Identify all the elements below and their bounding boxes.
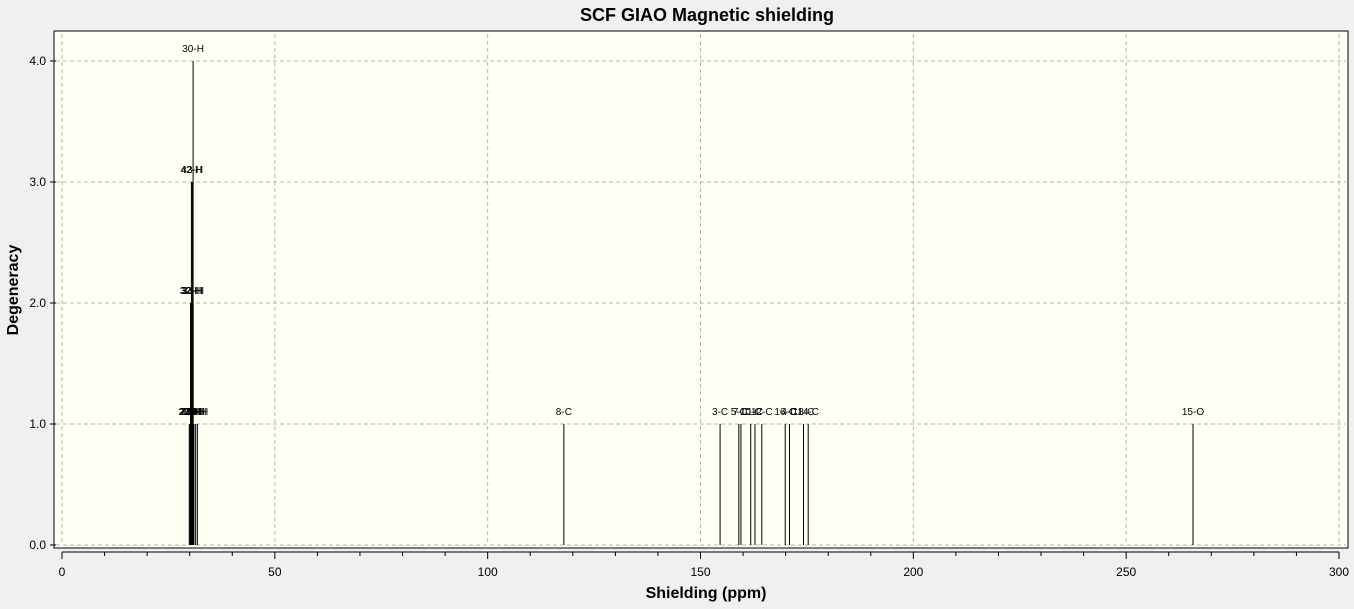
peak-label: 1-C <box>747 407 763 418</box>
peak-label: 15-O <box>1182 407 1204 418</box>
y-axis-title: Degeneracy <box>5 245 22 336</box>
peak-label: 10-C <box>740 407 762 418</box>
axis-layer: 0.0 1.0 2.0 3.0 4.0 0 50 100 150 200 250 300 <box>29 54 1349 579</box>
peak-label: 24-H <box>180 407 202 418</box>
peak-label: 33-H <box>181 286 203 297</box>
y-tick-label: 2.0 <box>29 296 46 310</box>
peak-layer <box>188 61 1194 545</box>
x-tick-label: 0 <box>59 565 66 579</box>
peak-label: 28-H <box>187 407 209 418</box>
peak-label: 32-H <box>180 286 202 297</box>
peak-label: 4-C <box>781 407 797 418</box>
peak-label: 12-C <box>751 407 773 418</box>
peak-label: 30-H <box>182 44 204 55</box>
peak-label: 3-C <box>712 407 728 418</box>
peak-label: 7-C <box>733 407 749 418</box>
peak-label: 18-C <box>793 407 815 418</box>
peak-label: 27-H <box>185 407 207 418</box>
y-tick-label: 4.0 <box>29 54 46 68</box>
x-tick-label: 300 <box>1329 565 1349 579</box>
x-tick-label: 50 <box>268 565 282 579</box>
peak-label: 14-C <box>797 407 819 418</box>
peak-label: 43-H <box>181 165 203 176</box>
peak-label: 8-C <box>556 407 572 418</box>
grid-layer <box>56 34 1346 546</box>
peak-label: 25-H <box>181 407 203 418</box>
x-tick-label: 250 <box>1116 565 1136 579</box>
peak-label: 5-C <box>731 407 747 418</box>
x-axis-title: Shielding (ppm) <box>646 585 767 602</box>
peak-label: 16-C <box>774 407 796 418</box>
label-layer: 22-H23-H24-H25-H26-H27-H28-H 32-H33-H34-H… <box>178 44 1204 418</box>
peak-label: 22-H <box>178 407 200 418</box>
x-tick-label: 150 <box>690 565 710 579</box>
x-tick-label: 200 <box>903 565 923 579</box>
y-tick-label: 0.0 <box>29 538 46 552</box>
y-tick-label: 3.0 <box>29 175 46 189</box>
peak-label: 42-H <box>181 165 203 176</box>
peak-label: 34-H <box>182 286 204 297</box>
y-tick-label: 1.0 <box>29 417 46 431</box>
peak-label: 23-H <box>179 407 201 418</box>
peak-label: 26-H <box>183 407 205 418</box>
chart-title: SCF GIAO Magnetic shielding <box>580 5 834 25</box>
x-tick-label: 100 <box>478 565 498 579</box>
